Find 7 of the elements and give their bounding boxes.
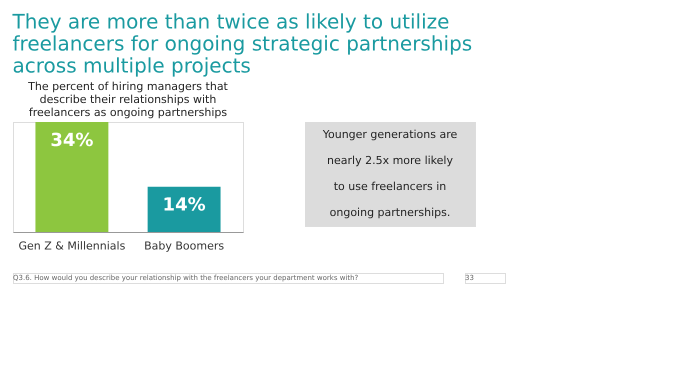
data-label: 14%	[162, 194, 206, 216]
text: Younger generations are nearly 2.5x more likely to use freelancers in ongoing partnerships.	[322, 128, 458, 219]
chart-subtitle: The percent of hiring managers that describe their relationships with freelancers as ongoing partnerships	[27, 80, 229, 119]
chart-title: They are more than twice as likely to utilize freelancers for ongoing strategic partnerships across multiple projects	[12, 10, 472, 78]
x-tick-label: Gen Z & Millennials	[18, 240, 126, 252]
data-label: 34%	[50, 130, 94, 151]
x-tick-label: Baby Boomers	[144, 240, 224, 252]
